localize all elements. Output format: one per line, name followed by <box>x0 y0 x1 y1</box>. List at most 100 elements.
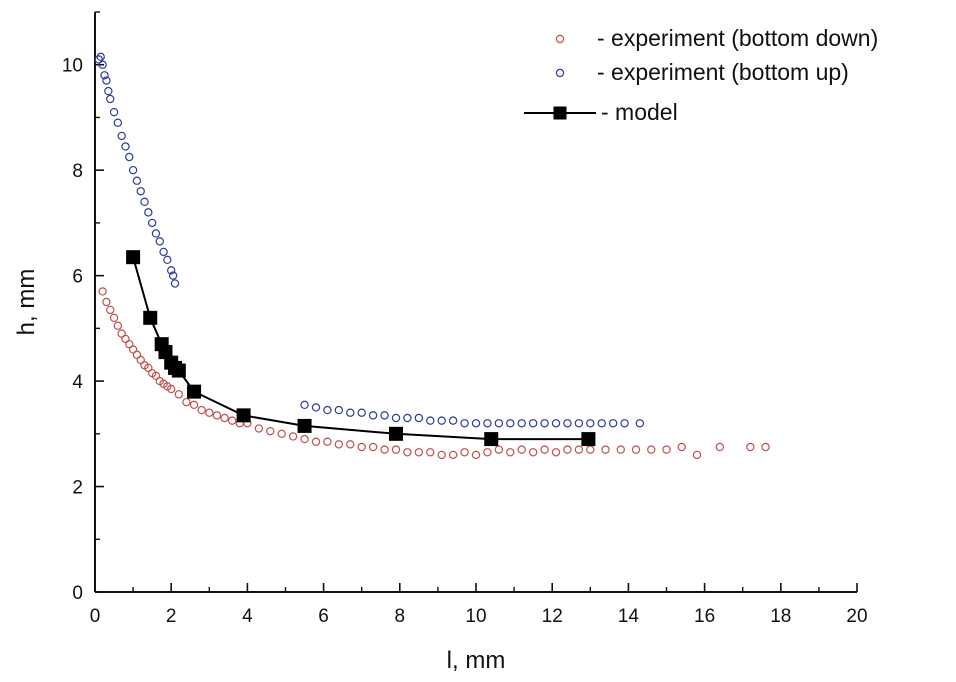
legend-marker-bottom-down <box>555 34 565 44</box>
scatter-point <box>540 419 549 428</box>
scatter-point <box>155 237 164 246</box>
model-point <box>484 432 499 447</box>
scatter-point <box>106 94 115 104</box>
scatter-point <box>128 165 138 175</box>
scatter-point <box>132 176 142 185</box>
x-tick-label: 6 <box>318 606 329 627</box>
scatter-point <box>380 445 389 454</box>
scatter-point <box>528 448 538 457</box>
model-point <box>236 408 251 423</box>
scatter-point <box>102 297 111 307</box>
scatter-point <box>631 445 641 454</box>
model-point <box>581 432 596 447</box>
scatter-point <box>380 411 389 420</box>
scatter-point <box>597 419 606 428</box>
scatter-point <box>551 419 561 428</box>
scatter-point <box>136 187 145 196</box>
y-axis-title: h, mm <box>13 269 40 336</box>
scatter-point <box>323 405 332 415</box>
scatter-point <box>163 255 172 265</box>
scatter-point <box>620 419 629 428</box>
scatter-point <box>140 197 149 207</box>
scatter-point <box>494 419 504 428</box>
x-tick-label: 8 <box>395 606 406 627</box>
scatter-point <box>677 442 686 452</box>
scatter-point <box>182 397 191 407</box>
scatter-point <box>494 445 504 454</box>
scatter-point <box>323 437 332 446</box>
scatter-point <box>391 413 401 423</box>
scatter-point <box>574 419 584 428</box>
scatter-point <box>300 434 309 444</box>
scatter-point <box>391 445 401 454</box>
scatter-point <box>334 405 344 415</box>
scatter-point <box>311 403 321 412</box>
legend-label-bottom-down: - experiment (bottom down) <box>597 25 878 51</box>
model-point <box>187 384 202 399</box>
y-tick-label: 4 <box>72 372 83 393</box>
scatter-point <box>117 131 126 141</box>
scatter-point <box>220 413 229 423</box>
x-tick-label: 0 <box>90 606 101 627</box>
scatter-point <box>460 448 469 457</box>
scatter-point <box>517 445 526 454</box>
scatter-point <box>746 442 755 452</box>
scatter-point <box>426 448 435 457</box>
scatter-point <box>168 271 178 280</box>
model-point <box>171 363 186 378</box>
scatter-point <box>100 71 109 80</box>
scatter-point <box>483 448 492 457</box>
scatter-point <box>311 437 321 446</box>
scatter-point <box>506 448 515 457</box>
x-tick-label: 4 <box>242 606 253 627</box>
legend-marker-model <box>553 106 567 120</box>
x-tick-label: 2 <box>166 606 177 627</box>
scatter-point <box>368 411 378 420</box>
model-point <box>143 310 158 325</box>
scatter-point <box>334 440 344 449</box>
x-axis-title: l, mm <box>447 647 506 674</box>
scatter-point <box>357 408 366 417</box>
legend-label-bottom-up: - experiment (bottom up) <box>597 59 849 85</box>
x-tick-label: 16 <box>694 606 715 627</box>
scatter-point <box>414 413 424 423</box>
scatter-point <box>608 419 618 428</box>
scatter-point <box>692 450 702 460</box>
scatter-point <box>174 390 184 399</box>
scatter-point <box>104 86 113 96</box>
x-tick-label: 14 <box>618 606 640 627</box>
scatter-point <box>403 448 412 457</box>
scatter-point <box>109 107 119 117</box>
scatter-point <box>346 440 355 449</box>
scatter-point <box>346 408 355 417</box>
scatter-point <box>437 416 446 425</box>
scatter-point <box>426 416 435 425</box>
scatter-point <box>147 218 157 228</box>
scatter-point <box>189 400 199 410</box>
scatter-point <box>288 432 298 441</box>
scatter-point <box>563 419 572 428</box>
scatter-point <box>357 442 366 452</box>
scatter-point <box>170 279 180 288</box>
scatter-point <box>113 118 123 127</box>
scatter-point <box>715 442 725 452</box>
x-tick-label: 12 <box>542 606 563 627</box>
legend: - experiment (bottom down) - experiment … <box>524 25 878 125</box>
scatter-point <box>448 416 458 425</box>
scatter-point <box>460 419 469 428</box>
scatter-point <box>662 445 671 454</box>
scatter-point <box>144 208 153 217</box>
scatter-point <box>109 313 119 323</box>
scatter-point <box>98 60 107 69</box>
scatter-point <box>151 229 161 238</box>
x-tick-label: 10 <box>465 606 486 627</box>
series-0 <box>98 287 770 460</box>
scatter-point <box>368 442 378 452</box>
scatter-point <box>205 408 214 417</box>
scatter-point <box>98 287 107 296</box>
model-point <box>388 426 403 441</box>
scatter-point <box>121 142 130 151</box>
scatter-point <box>437 450 446 460</box>
